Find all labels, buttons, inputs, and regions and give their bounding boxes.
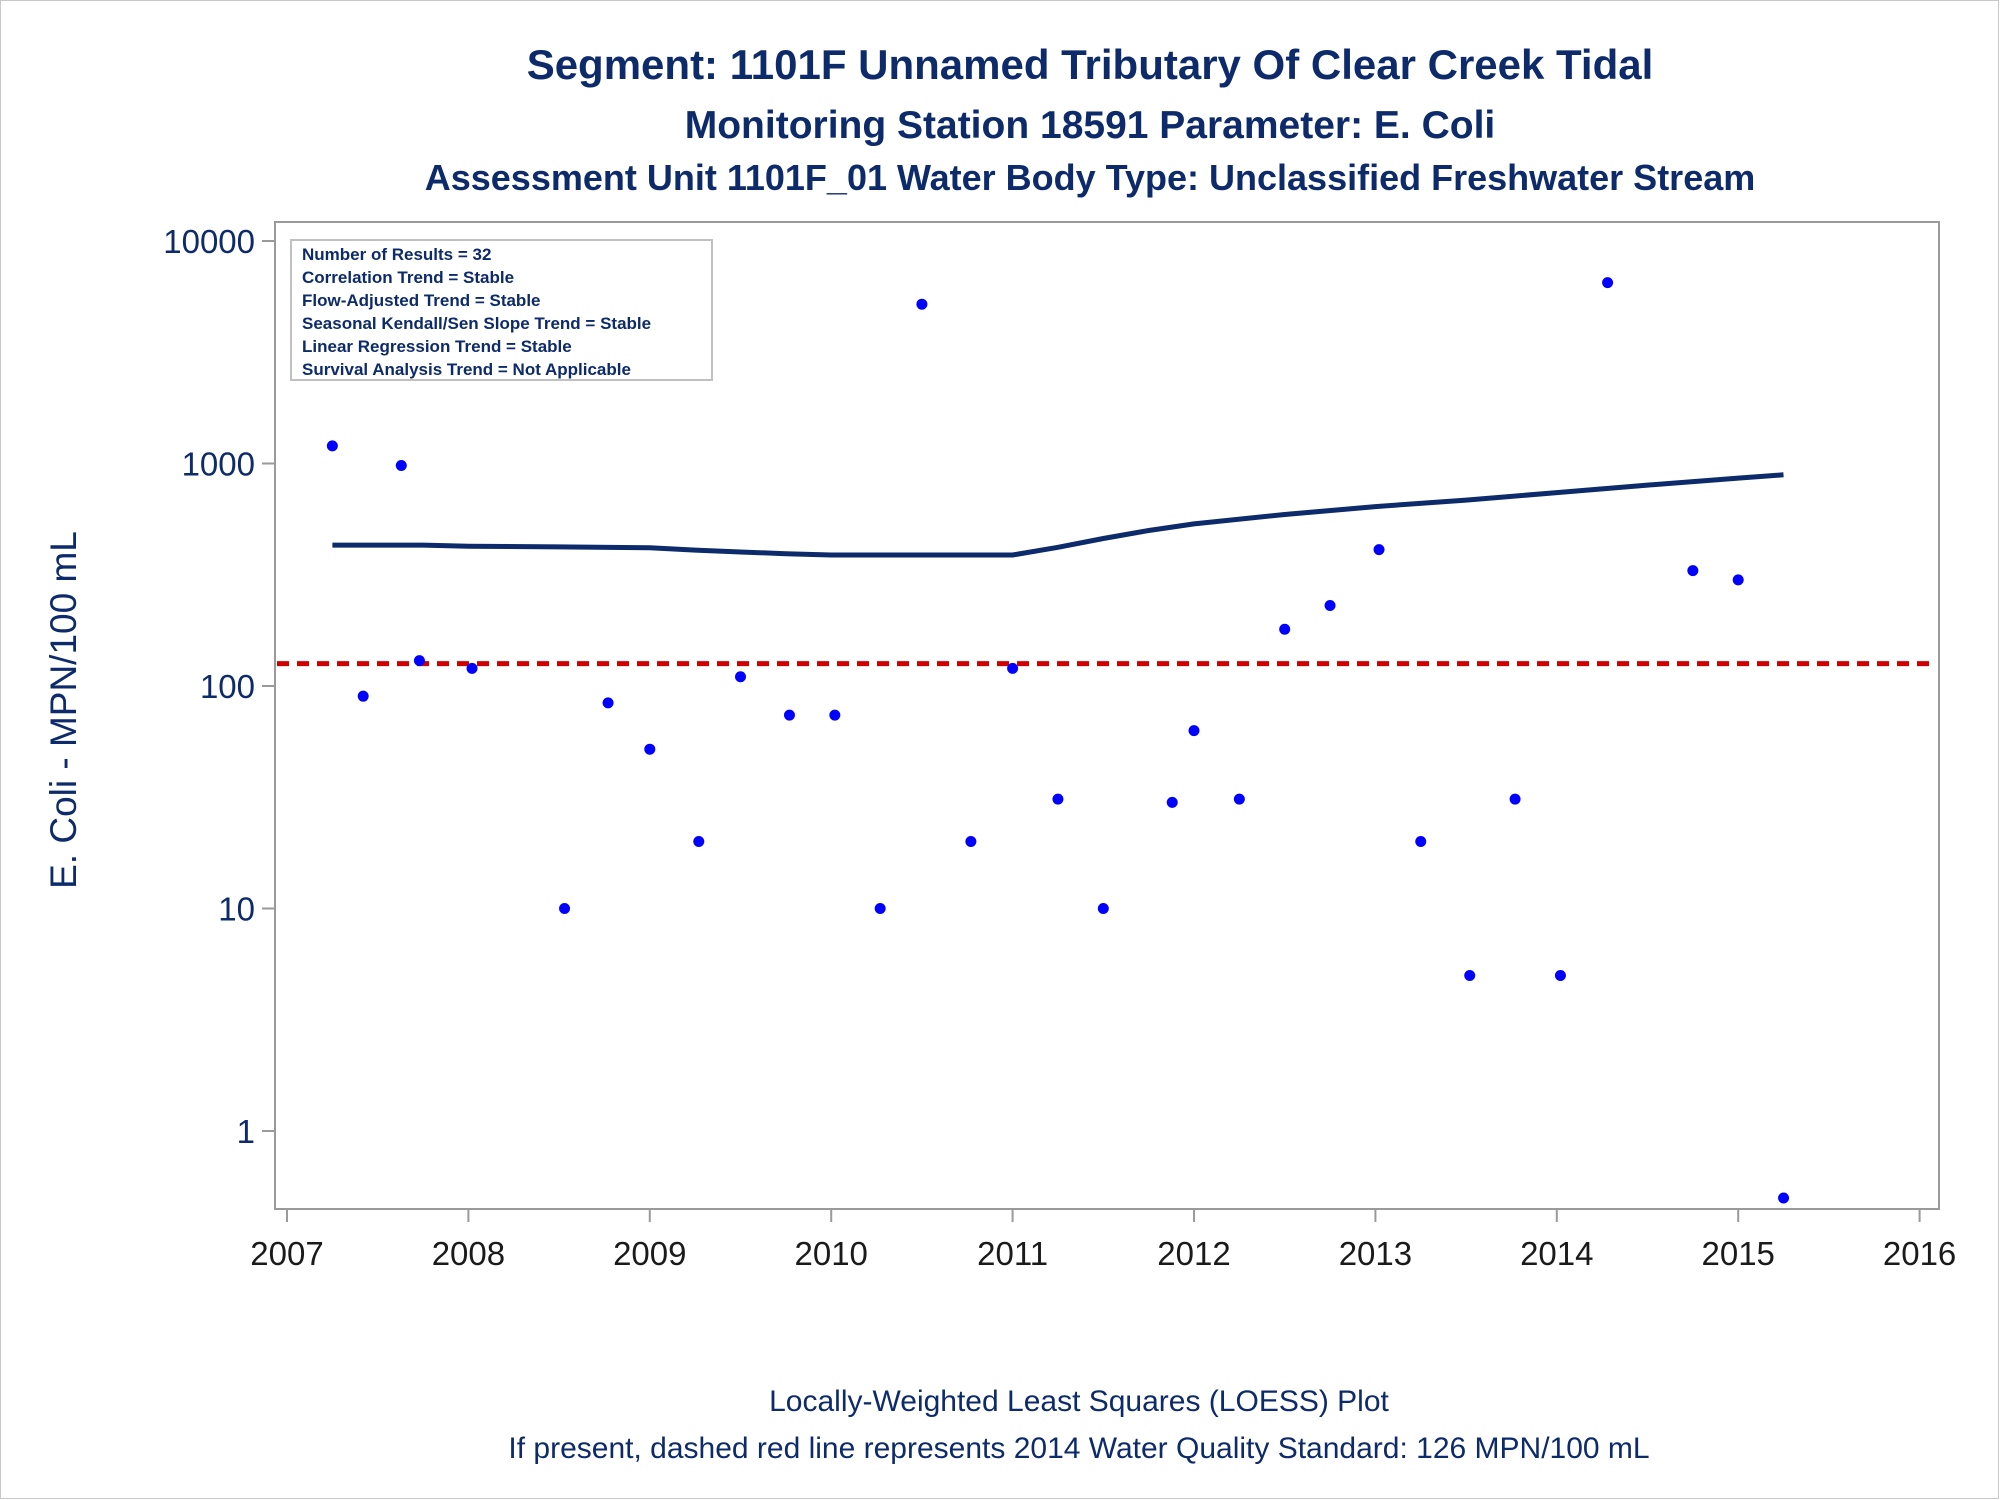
data-point <box>1687 565 1699 577</box>
x-tick-label: 2014 <box>1520 1235 1593 1272</box>
stat-survival-analysis-trend: Survival Analysis Trend = Not Applicable <box>302 360 631 379</box>
chart-subtitle-2: Assessment Unit 1101F_01 Water Body Type… <box>425 157 1756 198</box>
data-point <box>602 697 614 709</box>
data-point <box>965 836 977 848</box>
data-point <box>466 662 478 674</box>
data-point <box>1233 793 1245 805</box>
data-point <box>559 903 571 914</box>
y-axis-label: E. Coli - MPN/100 mL <box>43 531 84 889</box>
stat-number-of-results: Number of Results = 32 <box>302 245 491 264</box>
data-point <box>1166 796 1178 808</box>
data-point <box>1415 836 1427 848</box>
data-point <box>735 671 746 683</box>
data-point <box>1602 277 1614 289</box>
x-tick-label: 2016 <box>1883 1235 1956 1272</box>
footnote-loess: Locally-Weighted Least Squares (LOESS) P… <box>769 1385 1389 1418</box>
data-point <box>1554 969 1566 981</box>
footnote-standard: If present, dashed red line represents 2… <box>508 1432 1649 1465</box>
data-point <box>413 655 425 667</box>
data-point <box>1324 600 1336 612</box>
stats-box: Number of Results = 32 Correlation Trend… <box>290 239 713 381</box>
data-point <box>1464 969 1476 981</box>
data-point <box>1732 574 1744 586</box>
data-point <box>395 459 407 471</box>
data-point <box>1007 662 1019 674</box>
data-point <box>1188 725 1200 737</box>
data-point <box>1097 903 1109 914</box>
data-point <box>874 903 886 914</box>
stat-linear-regression-trend: Linear Regression Trend = Stable <box>302 337 572 356</box>
data-point <box>1052 793 1064 805</box>
plot-border <box>274 221 1940 1210</box>
stats-box-border <box>290 239 713 381</box>
data-point <box>783 709 795 721</box>
data-point <box>1778 1192 1790 1204</box>
data-point <box>829 709 841 721</box>
chart-title: Segment: 1101F Unnamed Tributary Of Clea… <box>527 41 1654 88</box>
x-tick-label: 2012 <box>1157 1235 1230 1272</box>
stat-correlation-trend: Correlation Trend = Stable <box>302 268 514 287</box>
data-point <box>1373 544 1385 556</box>
y-tick-label: 1000 <box>182 446 255 483</box>
y-tick-label: 10000 <box>163 223 255 260</box>
y-tick-label: 100 <box>200 668 255 705</box>
x-tick-label: 2013 <box>1339 1235 1412 1272</box>
data-point <box>357 690 369 702</box>
plot-area: 1 10 100 1000 10000 2007 2008 2009 2010 2011 2012 2… <box>163 221 1956 1272</box>
x-tick-label: 2009 <box>613 1235 686 1272</box>
data-point <box>693 836 705 848</box>
loess-line <box>332 472 1784 558</box>
x-tick-label: 2011 <box>977 1235 1048 1272</box>
chart-subtitle: Monitoring Station 18591 Parameter: E. C… <box>685 104 1496 147</box>
x-tick-label: 2010 <box>794 1235 867 1272</box>
data-point <box>644 743 656 755</box>
x-tick-label: 2015 <box>1701 1235 1774 1272</box>
x-tick-label: 2007 <box>250 1235 323 1272</box>
data-point <box>326 440 338 452</box>
y-tick-label: 1 <box>237 1113 255 1150</box>
data-point <box>1509 793 1521 805</box>
x-tick-label: 2008 <box>432 1235 505 1272</box>
y-tick-label: 10 <box>218 891 255 928</box>
data-point <box>916 298 928 310</box>
stat-flow-adjusted-trend: Flow-Adjusted Trend = Stable <box>302 291 541 310</box>
data-point <box>1279 623 1291 635</box>
stat-seasonal-kendall-trend: Seasonal Kendall/Sen Slope Trend = Stabl… <box>302 314 651 333</box>
